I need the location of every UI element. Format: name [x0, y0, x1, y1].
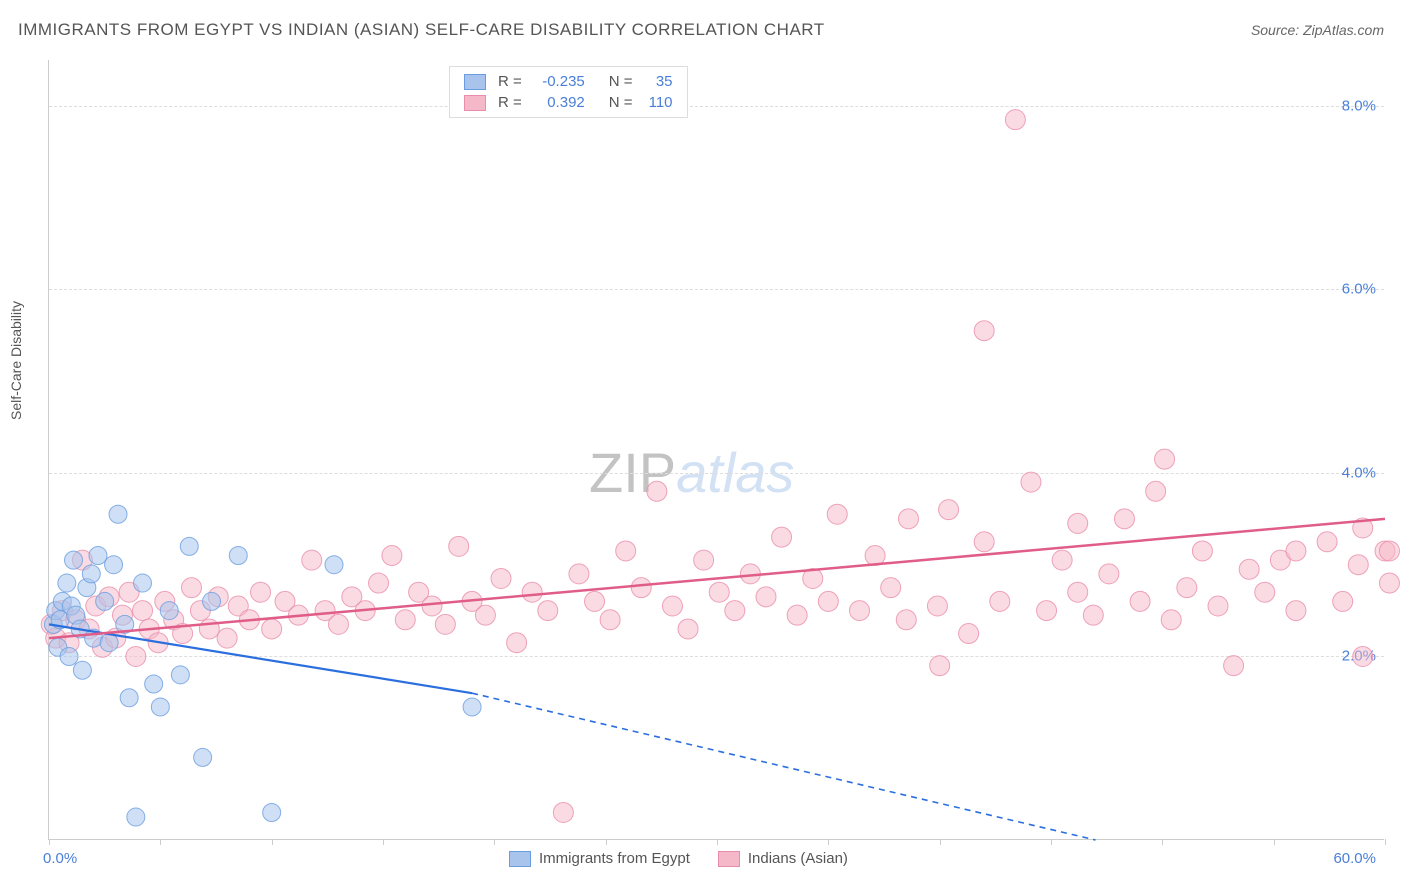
r-value-egypt: -0.235 [530, 73, 585, 90]
x-axis-min-label: 0.0% [43, 850, 77, 867]
x-tick-mark [828, 839, 829, 845]
chart-title: IMMIGRANTS FROM EGYPT VS INDIAN (ASIAN) … [18, 20, 825, 40]
source-attribution: Source: ZipAtlas.com [1251, 22, 1384, 38]
r-label: R = [498, 94, 522, 111]
source-label: Source: [1251, 22, 1299, 38]
x-tick-mark [717, 839, 718, 845]
legend-label-egypt: Immigrants from Egypt [539, 850, 690, 867]
n-label: N = [609, 73, 633, 90]
x-tick-mark [1162, 839, 1163, 845]
scatter-plot-svg [49, 60, 1384, 839]
x-tick-mark [160, 839, 161, 845]
x-tick-mark [1051, 839, 1052, 845]
y-axis-label: Self-Care Disability [8, 301, 24, 420]
legend-item-indian: Indians (Asian) [718, 850, 848, 867]
swatch-indian [464, 95, 486, 111]
x-tick-mark [940, 839, 941, 845]
n-value-indian: 110 [641, 94, 673, 111]
x-tick-mark [606, 839, 607, 845]
swatch-indian-bottom [718, 851, 740, 867]
legend-row-indian: R = 0.392 N = 110 [464, 92, 673, 113]
r-label: R = [498, 73, 522, 90]
x-tick-mark [383, 839, 384, 845]
correlation-legend: R = -0.235 N = 35 R = 0.392 N = 110 [449, 66, 688, 118]
swatch-egypt-bottom [509, 851, 531, 867]
source-value: ZipAtlas.com [1303, 22, 1384, 38]
legend-item-egypt: Immigrants from Egypt [509, 850, 690, 867]
series-legend: Immigrants from Egypt Indians (Asian) [509, 850, 848, 867]
n-value-egypt: 35 [641, 73, 673, 90]
x-tick-mark [494, 839, 495, 845]
x-tick-mark [1385, 839, 1386, 845]
x-tick-mark [1274, 839, 1275, 845]
legend-label-indian: Indians (Asian) [748, 850, 848, 867]
x-axis-max-label: 60.0% [1333, 850, 1376, 867]
r-value-indian: 0.392 [530, 94, 585, 111]
x-tick-mark [49, 839, 50, 845]
legend-row-egypt: R = -0.235 N = 35 [464, 71, 673, 92]
n-label: N = [609, 94, 633, 111]
x-tick-mark [272, 839, 273, 845]
chart-plot-area: ZIPatlas 2.0%4.0%6.0%8.0% 0.0% 60.0% R =… [48, 60, 1384, 840]
swatch-egypt [464, 74, 486, 90]
